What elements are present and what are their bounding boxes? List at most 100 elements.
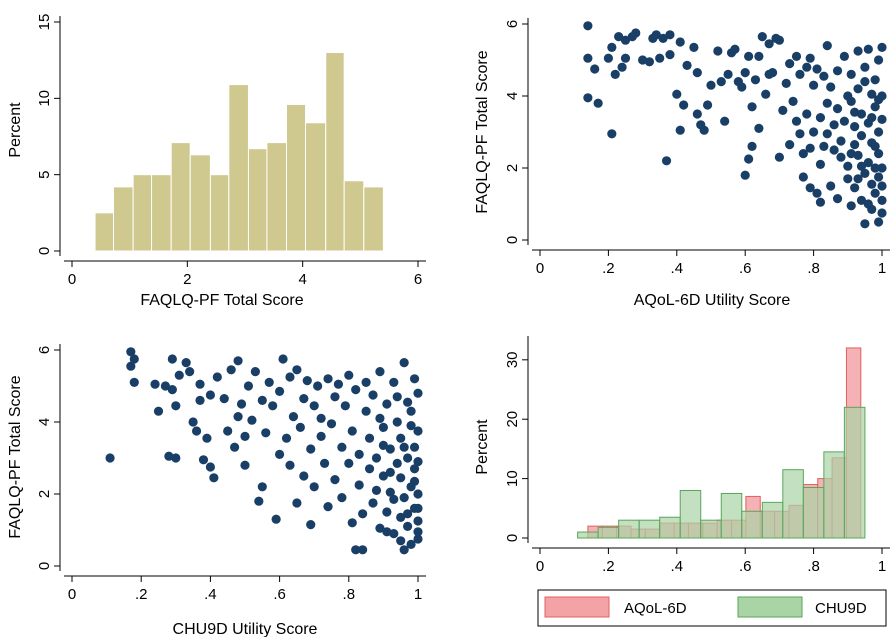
- p3-point: [195, 395, 205, 405]
- p2-point: [805, 53, 815, 63]
- p2-point: [873, 95, 884, 105]
- p2-point: [822, 41, 832, 51]
- p3-point: [413, 534, 423, 544]
- p2-point: [764, 39, 774, 49]
- p3-point: [389, 494, 399, 504]
- p3-point: [351, 385, 361, 395]
- p2-point: [829, 145, 839, 155]
- p3-point: [378, 440, 388, 450]
- p3-point: [295, 422, 305, 432]
- p2-point: [583, 93, 593, 103]
- p3-point: [254, 496, 264, 506]
- p3-point: [285, 460, 295, 470]
- p2-point: [675, 37, 685, 47]
- p2-point: [583, 21, 593, 31]
- p4-y-tick-label: 10: [504, 470, 521, 487]
- p3-point: [361, 377, 371, 387]
- p2-point: [819, 71, 829, 81]
- p3-point: [309, 482, 319, 492]
- p2-point: [860, 77, 870, 87]
- p3-point: [319, 458, 330, 468]
- p3-point: [396, 433, 406, 443]
- p3-point: [191, 426, 202, 436]
- p2-point: [655, 53, 665, 63]
- p3-point: [299, 471, 309, 481]
- p1-y-tick-label: 15: [36, 14, 53, 31]
- p3-point: [226, 365, 236, 375]
- p4-bar-chu9d: [802, 487, 825, 539]
- p3-point: [403, 509, 413, 519]
- p2-y-tick-label: 6: [504, 20, 521, 28]
- p3-point: [358, 545, 368, 555]
- p4-bar-chu9d: [782, 469, 804, 539]
- p3-point: [223, 426, 233, 436]
- p3-point: [340, 401, 350, 411]
- p3-point: [378, 422, 388, 432]
- p3-point: [406, 539, 416, 550]
- p3-point: [129, 354, 139, 364]
- p3-point: [409, 442, 420, 452]
- p2-point: [774, 35, 785, 45]
- p3-point: [413, 489, 423, 499]
- p2-x-tick-label: .8: [807, 260, 820, 277]
- p2-point: [853, 174, 863, 184]
- p4-x-tick-label: 0: [536, 558, 544, 575]
- p1-bar: [363, 186, 384, 252]
- p2-x-tick-label: 0: [536, 260, 544, 277]
- histogram-faqlq: FAQLQ-PF Total Score Percent 0 2 4 6 0 5 10 15: [7, 14, 426, 309]
- legend-label-chu9d: CHU9D: [815, 600, 867, 617]
- p3-point: [413, 388, 423, 398]
- p1-bar: [170, 142, 191, 252]
- p2-y-tick-label: 0: [504, 236, 521, 244]
- p3-point: [413, 527, 423, 537]
- p3-point: [313, 381, 323, 391]
- p2-point: [692, 109, 702, 119]
- p2-point: [716, 77, 726, 87]
- p4-bar-chu9d: [761, 501, 784, 539]
- p3-point: [399, 493, 409, 503]
- p4-bar-chu9d: [720, 492, 743, 539]
- p3-point: [399, 358, 409, 368]
- p3-point: [198, 455, 209, 465]
- p2-point: [665, 30, 675, 40]
- p2-point: [850, 183, 860, 193]
- p3-point: [389, 529, 399, 539]
- p3-y-tick-label: 6: [36, 346, 53, 354]
- p2-xlabel: AQoL-6D Utility Score: [634, 292, 791, 309]
- p3-point: [399, 545, 409, 555]
- p3-x-tick-label: .6: [273, 586, 286, 603]
- p2-point: [740, 68, 750, 78]
- p3-point: [385, 467, 395, 477]
- p2-point: [812, 64, 822, 74]
- p2-point: [614, 31, 624, 42]
- legend-swatch-aqol: [544, 596, 610, 618]
- p3-point: [240, 460, 250, 470]
- p3-point: [354, 480, 364, 490]
- p2-point: [850, 140, 860, 150]
- p2-point: [774, 152, 785, 162]
- p3-point: [344, 458, 354, 468]
- p2-x-tick-label: .6: [739, 260, 752, 277]
- p2-point: [665, 50, 675, 60]
- p2-point: [802, 109, 812, 119]
- p1-bar: [247, 148, 268, 252]
- p2-point: [744, 51, 754, 62]
- p2-point: [620, 53, 631, 63]
- p2-x-tick-label: .4: [671, 260, 684, 277]
- p3-point: [268, 401, 278, 411]
- p2-point: [607, 42, 617, 53]
- p2-x-tick-label: 1: [878, 260, 886, 277]
- p2-point: [850, 107, 860, 117]
- p2-point: [761, 89, 771, 99]
- p2-point: [870, 75, 880, 85]
- p1-y-tick-label: 10: [36, 90, 53, 107]
- p2-point: [815, 197, 826, 207]
- p2-point: [826, 181, 836, 191]
- p3-point: [385, 444, 395, 454]
- p2-point: [829, 120, 839, 130]
- p2-point: [610, 69, 620, 79]
- p3-point: [323, 374, 333, 384]
- p3-point: [347, 426, 357, 436]
- p2-point: [747, 141, 757, 151]
- p3-point: [129, 377, 139, 387]
